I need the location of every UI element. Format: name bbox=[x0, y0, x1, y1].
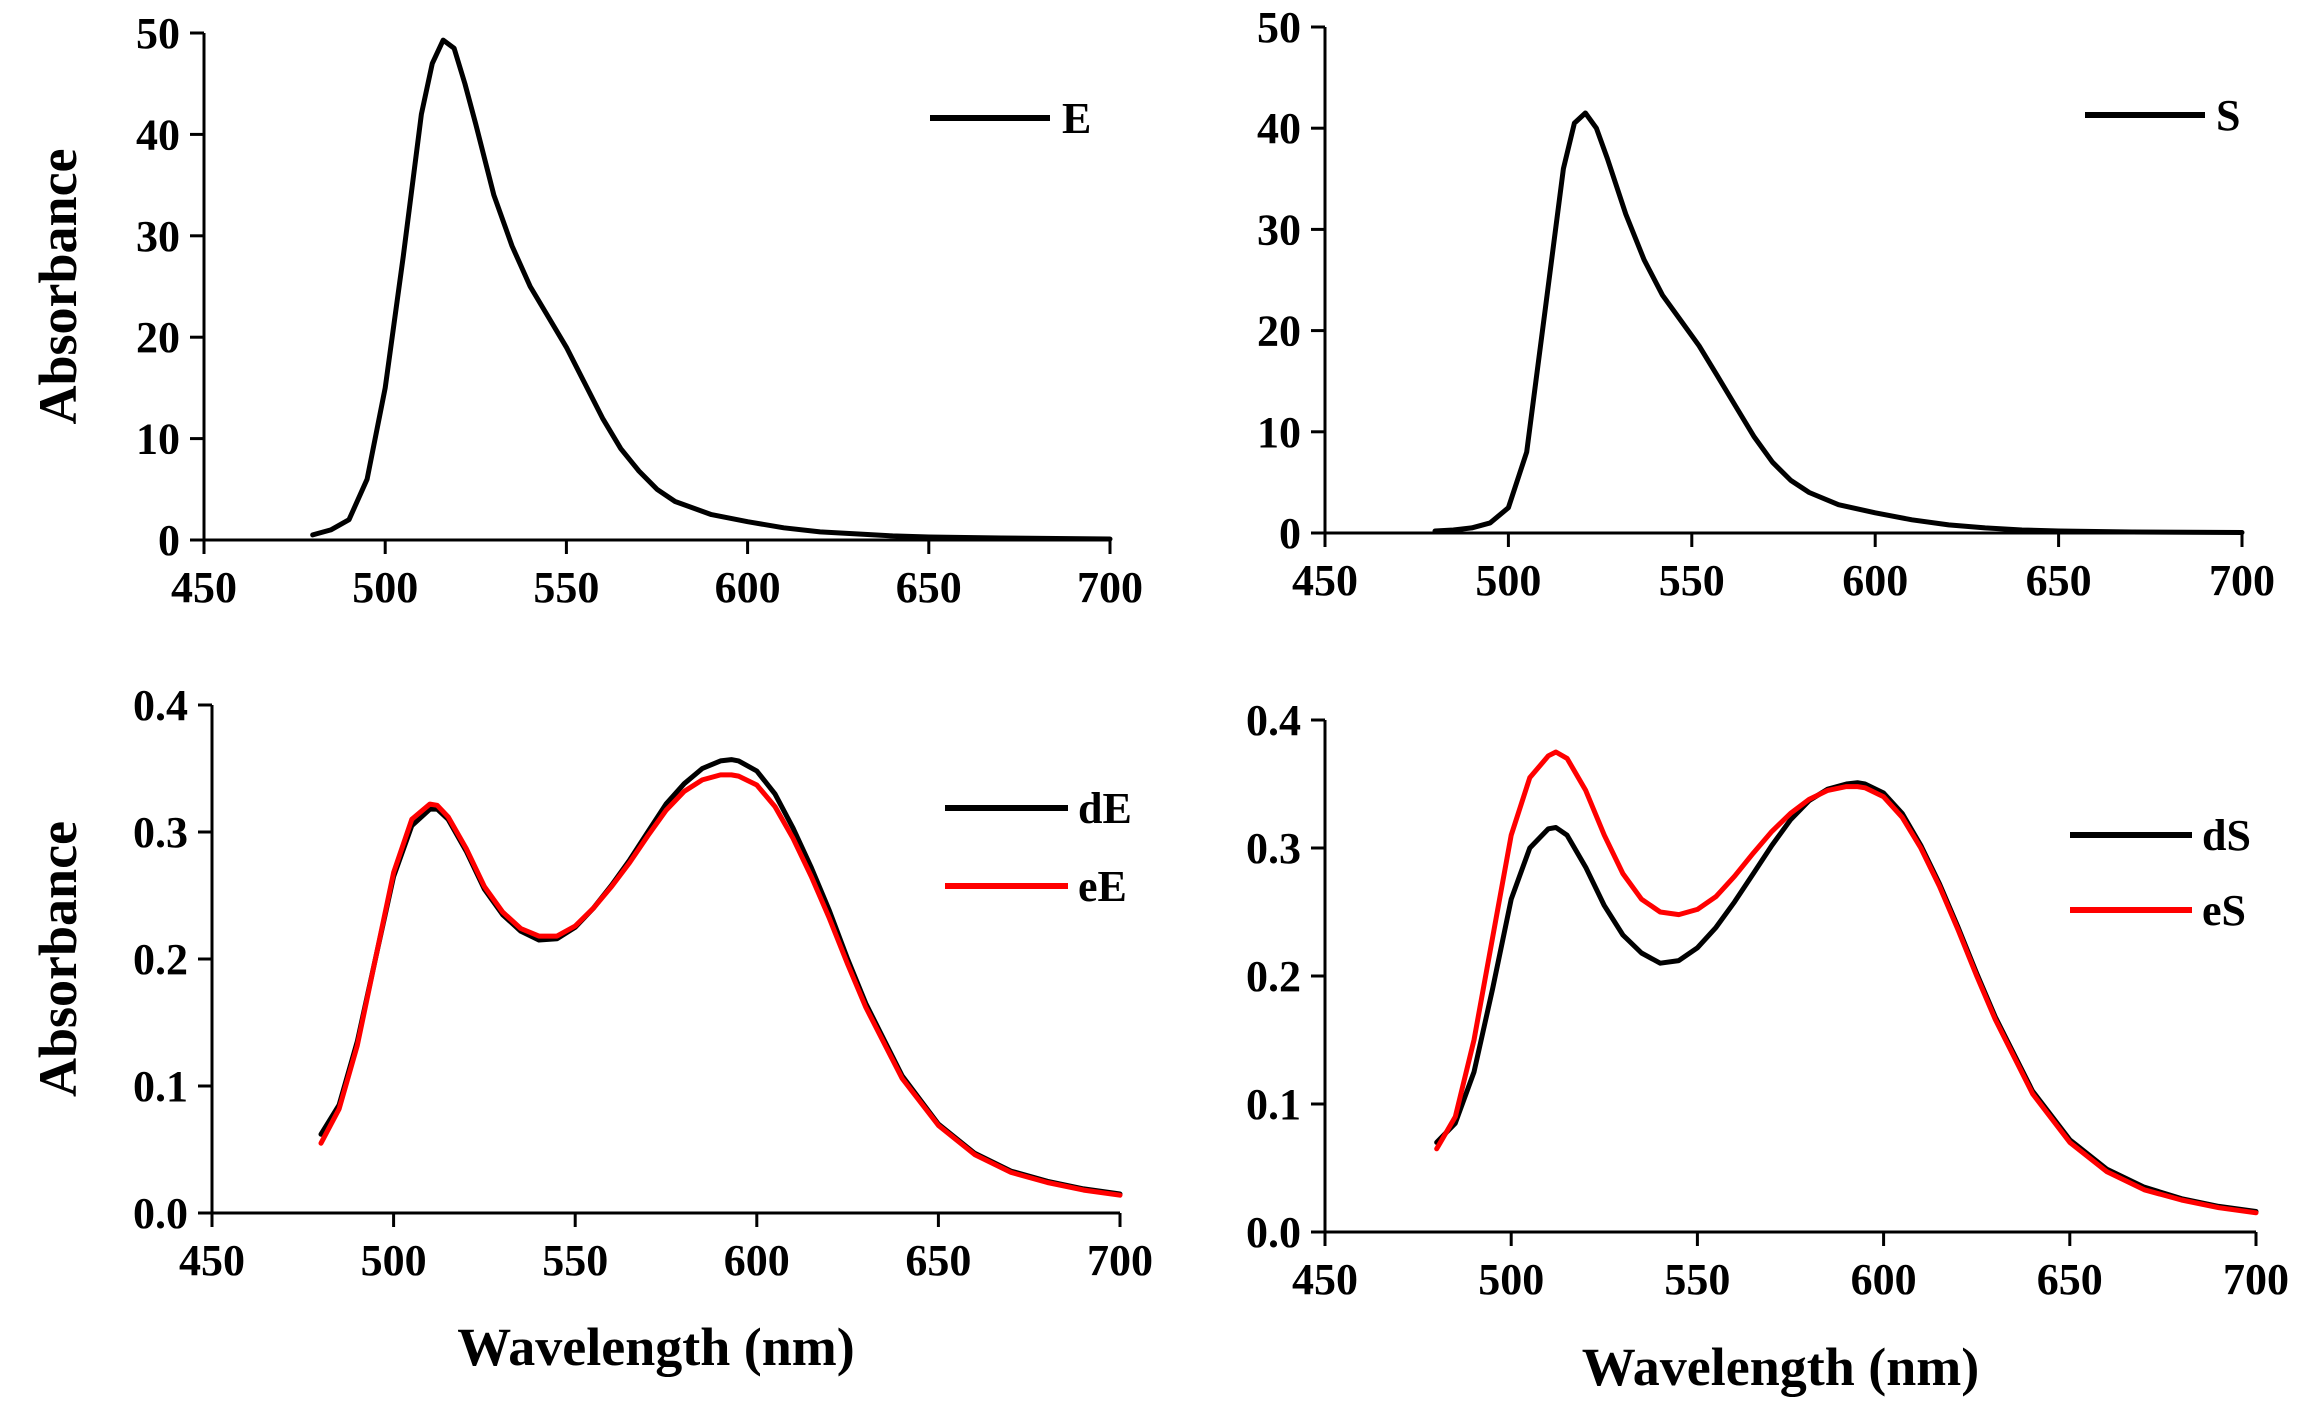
legend-label-S: S bbox=[2216, 91, 2240, 140]
y-tick-label: 0.0 bbox=[133, 1189, 188, 1238]
legend-label-E: E bbox=[1062, 94, 1091, 143]
x-tick-label: 450 bbox=[171, 563, 237, 612]
series-line-S bbox=[1432, 110, 2245, 535]
y-axis-label: Absorbance bbox=[28, 821, 88, 1097]
x-tick-label: 650 bbox=[905, 1236, 971, 1285]
y-tick-label: 0.3 bbox=[1246, 824, 1301, 873]
legend-label-dS: dS bbox=[2202, 811, 2251, 860]
y-axis-label: Absorbance bbox=[28, 148, 88, 424]
y-tick-label: 30 bbox=[136, 212, 180, 261]
y-tick-label: 20 bbox=[136, 313, 180, 362]
y-tick-label: 10 bbox=[1257, 408, 1301, 457]
x-tick-label: 650 bbox=[896, 563, 962, 612]
y-tick-label: 0.4 bbox=[1246, 696, 1301, 745]
x-tick-label: 450 bbox=[1292, 556, 1358, 605]
x-tick-label: 700 bbox=[1077, 563, 1143, 612]
x-tick-label: 550 bbox=[1659, 556, 1725, 605]
chart-panel-bottom-right: 450 500 550 600 650 700 0.0 0.1 0.2 0.3 0.4 Wavelen… bbox=[1246, 696, 2289, 1397]
y-tick-label: 0.3 bbox=[133, 808, 188, 857]
y-tick-label: 40 bbox=[1257, 104, 1301, 153]
x-tick-label: 550 bbox=[1664, 1255, 1730, 1304]
x-tick-label: 500 bbox=[1478, 1255, 1544, 1304]
y-tick-label: 0.1 bbox=[133, 1062, 188, 1111]
x-tick-label: 600 bbox=[724, 1236, 790, 1285]
y-tick-label: 50 bbox=[1257, 3, 1301, 52]
x-tick-label: 600 bbox=[1851, 1255, 1917, 1304]
chart-panel-top-right: 450 500 550 600 650 700 0 10 20 30 40 50 S bbox=[1257, 3, 2275, 605]
legend-label-eE: eE bbox=[1078, 862, 1127, 911]
x-tick-label: 600 bbox=[715, 563, 781, 612]
y-tick-label: 0.1 bbox=[1246, 1080, 1301, 1129]
x-tick-label: 550 bbox=[542, 1236, 608, 1285]
x-tick-label: 450 bbox=[179, 1236, 245, 1285]
series-line-eE bbox=[318, 772, 1123, 1198]
series-line-E bbox=[310, 37, 1113, 542]
chart-panel-bottom-left: 450 500 550 600 650 700 0.0 0.1 0.2 0.3 0.4 Absorba… bbox=[28, 681, 1153, 1377]
x-tick-label: 500 bbox=[361, 1236, 427, 1285]
y-tick-label: 0 bbox=[158, 516, 180, 565]
x-tick-label: 550 bbox=[533, 563, 599, 612]
x-tick-label: 700 bbox=[2209, 556, 2275, 605]
y-tick-label: 20 bbox=[1257, 307, 1301, 356]
y-tick-label: 0 bbox=[1279, 509, 1301, 558]
x-tick-label: 500 bbox=[1475, 556, 1541, 605]
x-tick-label: 450 bbox=[1292, 1255, 1358, 1304]
y-tick-label: 30 bbox=[1257, 205, 1301, 254]
legend-label-dE: dE bbox=[1078, 784, 1132, 833]
y-tick-label: 40 bbox=[136, 110, 180, 159]
series-line-eS bbox=[1434, 749, 2259, 1216]
x-tick-label: 650 bbox=[2026, 556, 2092, 605]
x-tick-label: 500 bbox=[352, 563, 418, 612]
y-tick-label: 0.0 bbox=[1246, 1208, 1301, 1257]
x-axis-label: Wavelength (nm) bbox=[1582, 1337, 1980, 1397]
y-tick-label: 50 bbox=[136, 9, 180, 58]
x-tick-label: 650 bbox=[2037, 1255, 2103, 1304]
x-tick-label: 600 bbox=[1842, 556, 1908, 605]
y-tick-label: 0.2 bbox=[133, 935, 188, 984]
y-tick-label: 10 bbox=[136, 415, 180, 464]
x-axis-label: Wavelength (nm) bbox=[457, 1317, 855, 1377]
x-tick-label: 700 bbox=[1087, 1236, 1153, 1285]
legend-label-eS: eS bbox=[2202, 886, 2246, 935]
y-tick-label: 0.2 bbox=[1246, 952, 1301, 1001]
x-tick-label: 700 bbox=[2223, 1255, 2289, 1304]
chart-panel-top-left: 450 500 550 600 650 700 0 10 20 30 40 50 Absorbance E bbox=[28, 9, 1143, 612]
y-tick-label: 0.4 bbox=[133, 681, 188, 730]
